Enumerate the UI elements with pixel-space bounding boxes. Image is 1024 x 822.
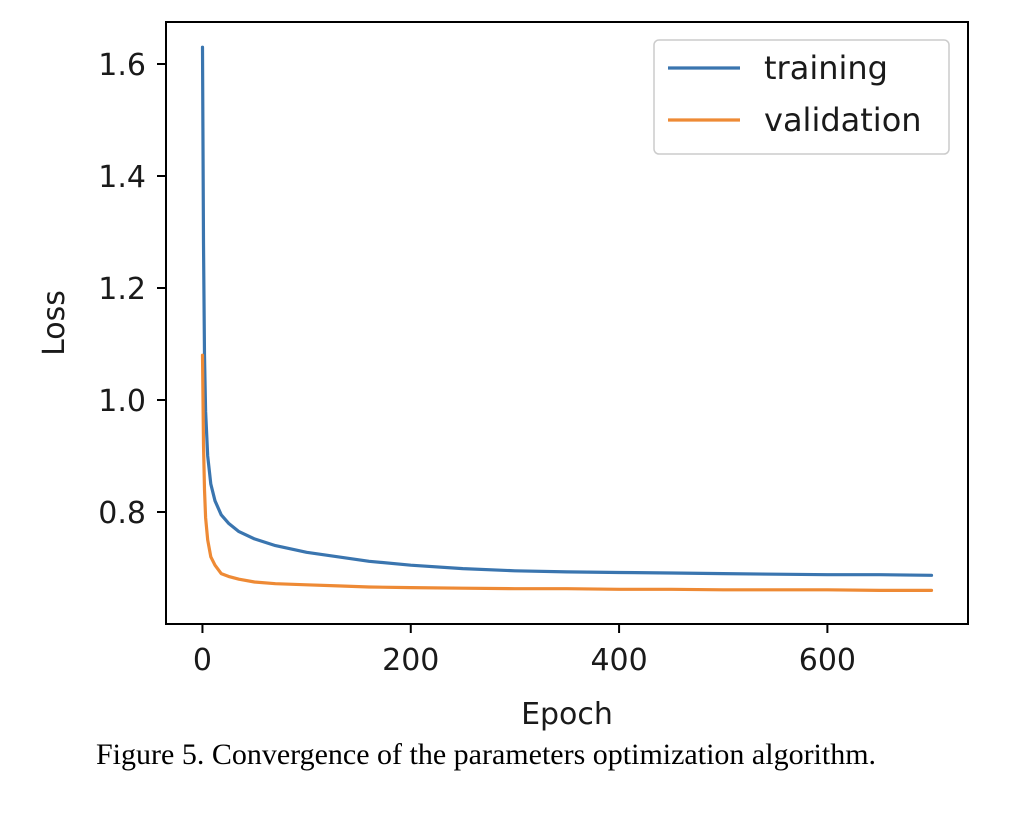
plot-layer: 0 200 400 600 0.8 1.0 1.2 1.4 1.6 (98, 21, 969, 678)
x-tick-label: 0 (193, 643, 212, 678)
x-tick-label: 400 (590, 643, 647, 678)
y-tick-label: 0.8 (98, 496, 146, 531)
y-tick-label: 1.6 (98, 48, 146, 83)
legend-label-training: training (764, 49, 888, 87)
series-line-validation (200, 353, 934, 593)
plot-frame (165, 21, 969, 625)
y-tick-label: 1.0 (98, 384, 146, 419)
x-tick-label: 600 (799, 643, 856, 678)
x-tick-label: 200 (382, 643, 439, 678)
legend-label-validation: validation (764, 101, 922, 139)
y-tick-label: 1.4 (98, 160, 146, 195)
series-line-training (200, 45, 934, 577)
figure-caption: Figure 5. Convergence of the parameters … (96, 738, 877, 771)
x-axis-label: Epoch (521, 697, 613, 732)
y-axis-label: Loss (37, 290, 72, 356)
line-chart: 0 200 400 600 0.8 1.0 1.2 1.4 1.6 training valida… (37, 21, 969, 732)
y-tick-label: 1.2 (98, 272, 146, 307)
legend: training validation (653, 39, 950, 155)
